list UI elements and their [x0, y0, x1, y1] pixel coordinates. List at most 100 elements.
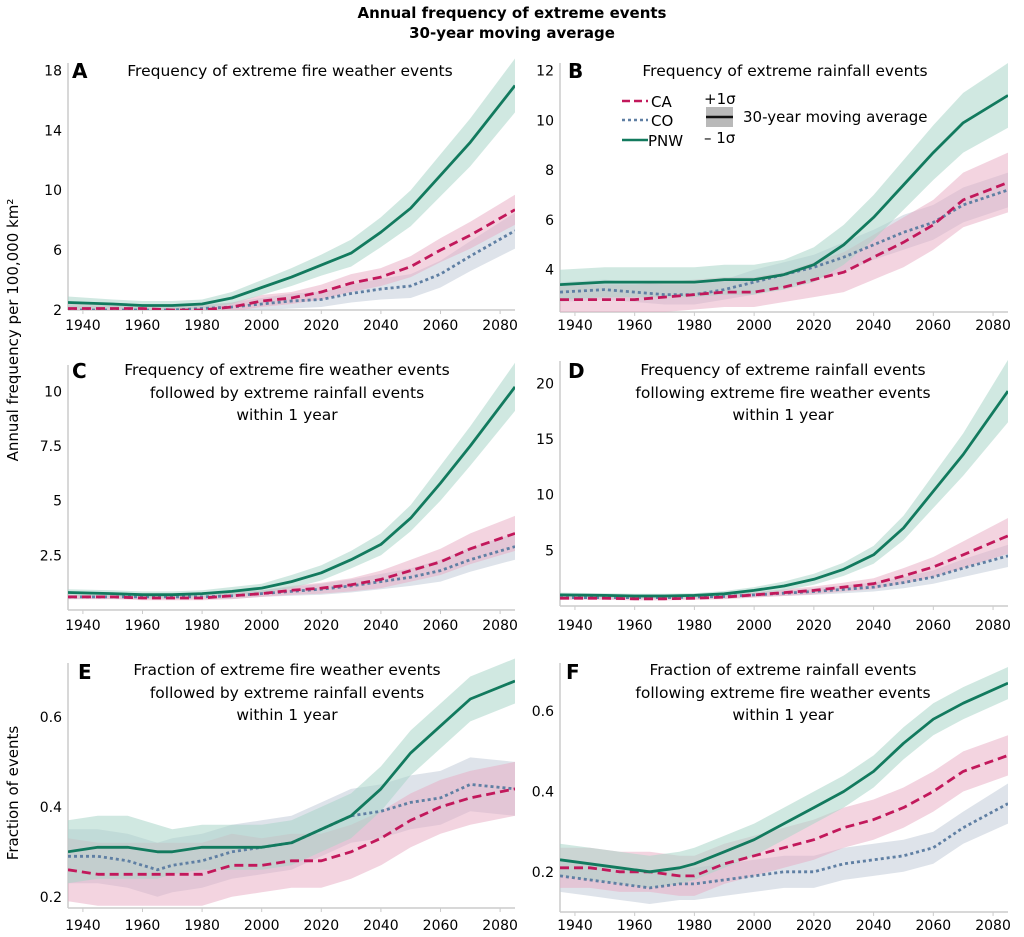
plot-area: [68, 58, 515, 310]
y-tick-label: 4: [545, 263, 554, 279]
panel-c: 1940 1960 1980 2000 2020 2040 2060 2080 2.5 5 7.5 1…: [40, 359, 518, 634]
x-tick-label: 2020: [303, 918, 339, 934]
line-pnw: [560, 94, 1008, 286]
panel-title: Frequency of extreme rainfall events: [640, 361, 925, 379]
x-tick-label: 2020: [303, 618, 339, 634]
y-tick-label: 8: [545, 163, 554, 179]
legend-label-pnw: PNW: [648, 132, 683, 150]
x-tick-label: 2040: [856, 918, 892, 934]
band-pnw: [560, 359, 1008, 599]
panel-letter: E: [78, 660, 92, 684]
y-tick-label: 2.5: [40, 548, 62, 564]
x-tick-label: 1980: [184, 918, 220, 934]
band-pnw: [68, 58, 515, 310]
x-tick-label: 1960: [617, 618, 653, 634]
x-tick-label: 2000: [736, 318, 772, 334]
x-tick-label: 2020: [796, 918, 832, 934]
x-tick-label: 1980: [677, 318, 713, 334]
line-co: [560, 188, 1008, 296]
panel-b: 1940 1960 1980 2000 2020 2040 2060 2080 4 6 8 10 12 B…: [536, 59, 1011, 334]
x-tick-label: 2080: [482, 318, 518, 334]
x-tick-label: 2080: [482, 618, 518, 634]
line-ca: [560, 534, 1008, 601]
x-tick-label: 2060: [916, 318, 952, 334]
panel-title: within 1 year: [236, 406, 338, 424]
x-tick-label: 2040: [363, 618, 399, 634]
plot-area: [68, 362, 515, 601]
y-tick-label: 10: [44, 384, 62, 400]
x-tick-label: 2040: [856, 318, 892, 334]
panel-a: 1940 1960 1980 2000 2020 2040 2060 2080 2 6 10 14 18…: [44, 58, 518, 334]
x-tick-label: 2040: [363, 318, 399, 334]
y-tick-label: 12: [536, 63, 554, 79]
panel-title: Fraction of extreme fire weather events: [133, 661, 440, 679]
panel-title: following extreme fire weather events: [635, 684, 930, 702]
y-tick-label: 0.2: [532, 865, 554, 881]
x-tick-label: 1960: [617, 918, 653, 934]
figure-title-line2: 30-year moving average: [409, 24, 615, 42]
panel-title: following extreme fire weather events: [635, 384, 930, 402]
x-tick-label: 1960: [125, 618, 161, 634]
panel-title: Frequency of extreme rainfall events: [642, 62, 927, 80]
y-tick-label: 10: [44, 183, 62, 199]
x-tick-label: 2000: [244, 318, 280, 334]
y-tick-label: 2: [53, 303, 62, 319]
y-tick-label: 5: [53, 494, 62, 510]
x-tick-label: 1960: [125, 318, 161, 334]
x-tick-label: 1940: [557, 618, 593, 634]
line-ca: [68, 532, 515, 600]
band-pnw: [68, 658, 515, 884]
x-tick-label: 1940: [65, 618, 101, 634]
x-tick-label: 2020: [796, 318, 832, 334]
legend-label-ca: CA: [651, 93, 672, 111]
panel-title: within 1 year: [236, 706, 338, 724]
panel-letter: F: [566, 660, 580, 684]
y-tick-label: 6: [53, 243, 62, 259]
y-tick-label: 6: [545, 213, 554, 229]
panel-title: within 1 year: [732, 406, 834, 424]
plot-area: [68, 658, 515, 906]
y-tick-label: 0.4: [532, 785, 554, 801]
x-tick-label: 2040: [363, 918, 399, 934]
x-tick-label: 2000: [244, 618, 280, 634]
x-tick-label: 2040: [856, 618, 892, 634]
plot-area: [560, 359, 1008, 601]
x-tick-label: 1980: [677, 618, 713, 634]
line-pnw: [560, 681, 1008, 874]
panel-title: Frequency of extreme fire weather events: [127, 62, 452, 80]
line-pnw: [560, 390, 1008, 598]
line-pnw: [68, 386, 515, 597]
band-ca: [68, 194, 515, 310]
plot-area: [560, 63, 1008, 312]
x-tick-label: 1940: [557, 318, 593, 334]
legend: CA CO PNW +1σ – 1σ 30-year moving averag…: [622, 90, 928, 150]
panel-e: 1940 1960 1980 2000 2020 2040 2060 2080 0.2 0.4 0.…: [40, 658, 518, 934]
x-tick-label: 1980: [184, 318, 220, 334]
line-ca: [68, 787, 515, 876]
panel-title: followed by extreme rainfall events: [150, 384, 424, 402]
panel-letter: C: [72, 359, 87, 383]
band-ca: [560, 518, 1008, 601]
x-tick-label: 2080: [482, 918, 518, 934]
panel-title: Frequency of extreme fire weather events: [124, 361, 449, 379]
figure-title-line1: Annual frequency of extreme events: [358, 4, 667, 22]
panel-letter: B: [568, 59, 583, 83]
y-tick-label: 0.4: [40, 800, 62, 816]
legend-band-upper: +1σ: [704, 90, 736, 108]
legend-band-label: 30-year moving average: [743, 108, 928, 126]
line-ca: [560, 181, 1008, 301]
x-tick-label: 1940: [557, 918, 593, 934]
x-tick-label: 1940: [65, 318, 101, 334]
legend-label-co: CO: [651, 112, 673, 130]
x-tick-label: 2020: [303, 318, 339, 334]
plot-area: [560, 667, 1008, 904]
y-tick-label: 18: [44, 63, 62, 79]
x-tick-label: 2020: [796, 618, 832, 634]
panel-letter: D: [568, 359, 585, 383]
x-tick-label: 2000: [736, 618, 772, 634]
x-tick-label: 1960: [125, 918, 161, 934]
y-tick-label: 10: [536, 488, 554, 504]
x-tick-label: 1980: [677, 918, 713, 934]
band-pnw: [560, 63, 1008, 300]
